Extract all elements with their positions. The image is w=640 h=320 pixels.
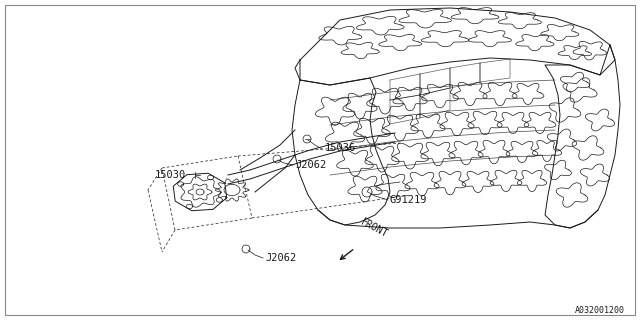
Text: J2062: J2062 bbox=[265, 253, 296, 263]
Text: 15036: 15036 bbox=[325, 143, 356, 153]
Text: G91219: G91219 bbox=[390, 195, 428, 205]
Text: FRONT: FRONT bbox=[359, 217, 390, 240]
Text: J2062: J2062 bbox=[295, 160, 326, 170]
Text: 15030: 15030 bbox=[155, 170, 186, 180]
Text: A032001200: A032001200 bbox=[575, 306, 625, 315]
